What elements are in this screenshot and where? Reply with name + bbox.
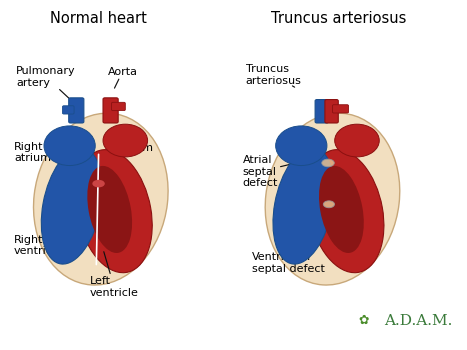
- Text: Left
atrium: Left atrium: [112, 132, 153, 153]
- FancyBboxPatch shape: [333, 105, 348, 113]
- Ellipse shape: [276, 126, 327, 166]
- Ellipse shape: [103, 124, 148, 157]
- FancyBboxPatch shape: [315, 99, 328, 123]
- Ellipse shape: [308, 150, 384, 273]
- Ellipse shape: [273, 148, 334, 264]
- Ellipse shape: [41, 148, 102, 264]
- FancyBboxPatch shape: [63, 106, 74, 114]
- Ellipse shape: [319, 166, 364, 253]
- FancyBboxPatch shape: [325, 99, 338, 123]
- Text: Atrial
septal
defect: Atrial septal defect: [242, 155, 293, 188]
- Ellipse shape: [323, 201, 334, 208]
- Text: Right
atrium: Right atrium: [14, 142, 60, 163]
- Text: Left
ventricle: Left ventricle: [90, 252, 139, 298]
- Text: Aorta: Aorta: [107, 66, 137, 88]
- Ellipse shape: [265, 113, 400, 285]
- Text: ✿: ✿: [358, 314, 369, 327]
- Text: A.D.A.M.: A.D.A.M.: [384, 314, 452, 328]
- Text: Right
ventricle: Right ventricle: [14, 217, 63, 257]
- Text: Truncus
arteriosus: Truncus arteriosus: [246, 64, 302, 87]
- Ellipse shape: [335, 124, 379, 157]
- Ellipse shape: [322, 159, 334, 167]
- Text: Ventricular
septal defect: Ventricular septal defect: [252, 219, 325, 274]
- Text: Normal heart: Normal heart: [50, 12, 147, 26]
- Ellipse shape: [92, 180, 105, 187]
- Ellipse shape: [76, 150, 152, 273]
- Text: Truncus arteriosus: Truncus arteriosus: [271, 12, 407, 26]
- Ellipse shape: [87, 166, 132, 253]
- FancyBboxPatch shape: [103, 98, 118, 123]
- Text: Pulmonary
artery: Pulmonary artery: [16, 66, 76, 99]
- Ellipse shape: [34, 113, 168, 285]
- FancyBboxPatch shape: [112, 102, 125, 111]
- FancyBboxPatch shape: [69, 98, 84, 123]
- Ellipse shape: [44, 126, 95, 166]
